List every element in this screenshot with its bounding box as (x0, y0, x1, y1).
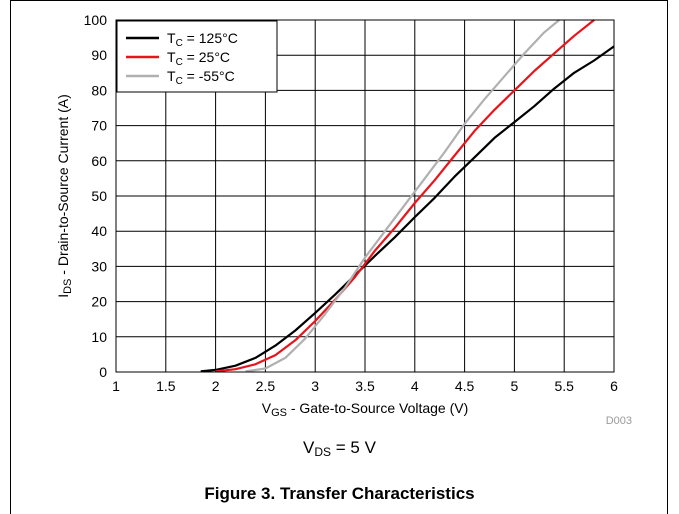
x-tick-label-7: 4.5 (455, 378, 475, 394)
page-border-left (10, 0, 11, 514)
vds-subscript: DS (314, 445, 332, 459)
watermark-id: D003 (606, 415, 632, 427)
vds-value: = 5 V (331, 438, 376, 457)
legend: TC = 125°CTC = 25°CTC = -55°C (116, 20, 278, 93)
y-tick-label-10: 100 (84, 12, 108, 28)
y-tick-label-5: 50 (91, 188, 107, 204)
y-tick-label-1: 10 (91, 329, 107, 345)
x-tick-label-6: 4 (411, 378, 419, 394)
y-tick-label-9: 90 (91, 47, 107, 63)
y-axis-title: IDS - Drain-to-Source Current (A) (55, 94, 74, 298)
figure-title: Figure 3. Transfer Characteristics (204, 484, 475, 503)
series-lines (200, 19, 615, 373)
legend-label-2: TC = -55°C (167, 68, 235, 87)
series-line-2 (245, 19, 560, 373)
x-tick-label-9: 5.5 (554, 378, 574, 394)
x-tick-label-3: 2.5 (256, 378, 276, 394)
series-line-1 (215, 19, 595, 373)
x-axis-title: VGS - Gate-to-Source Voltage (V) (262, 400, 469, 419)
page-border-top (10, 0, 668, 1)
page-border-right (667, 0, 668, 514)
y-tick-label-2: 20 (91, 294, 107, 310)
x-tick-label-5: 3.5 (355, 378, 375, 394)
vds-condition: VDS = 5 V (0, 438, 679, 459)
vds-symbol: V (303, 438, 315, 457)
y-tick-label-3: 30 (91, 258, 107, 274)
tick-labels: 1 1.5 2 2.5 3 3.5 4 4.5 5 5.5 60102030405060708090… (84, 12, 618, 394)
x-tick-label-1: 1.5 (156, 378, 176, 394)
x-tick-label-4: 3 (311, 378, 319, 394)
plot-border (115, 19, 615, 373)
x-tick-label-2: 2 (212, 378, 220, 394)
y-tick-label-6: 60 (91, 153, 107, 169)
x-tick-label-10: 6 (610, 378, 618, 394)
legend-label-0: TC = 125°C (167, 30, 238, 49)
y-tick-label-8: 80 (91, 82, 107, 98)
y-tick-label-7: 70 (91, 118, 107, 134)
y-tick-label-4: 40 (91, 223, 107, 239)
x-tick-label-0: 1 (112, 378, 120, 394)
series-line-0 (200, 45, 615, 373)
legend-label-1: TC = 25°C (167, 49, 230, 68)
x-tick-label-8: 5 (511, 378, 519, 394)
y-tick-label-0: 0 (99, 364, 107, 380)
